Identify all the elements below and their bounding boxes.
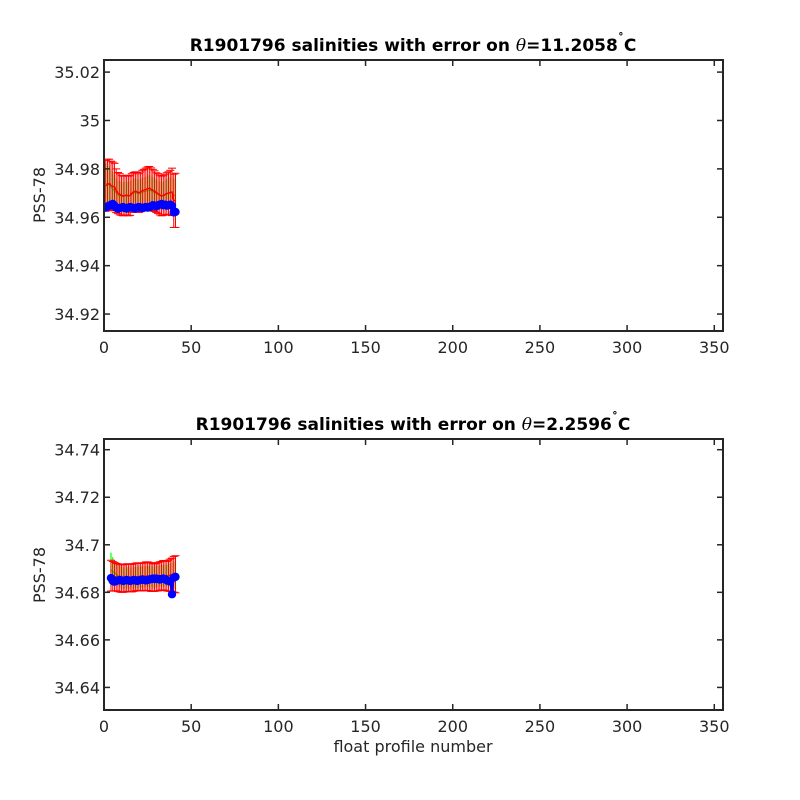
bottom-panel-axes-box [103,438,724,711]
top-panel-xtick-label: 0 [99,338,109,357]
top-panel-ytick-label: 35.02 [54,63,100,82]
bottom-panel-title: R1901796 salinities with error on θ=2.25… [196,410,631,435]
top-panel-ytick-label: 35 [80,111,100,130]
bottom-panel-plot-area: 0 50 100 150 200 250 300 350 34.64 34.66 34.68 34.7… [54,438,730,736]
top-panel-blue-point [167,201,177,210]
top-panel-ytick-label: 34.92 [54,305,100,324]
bottom-panel-xtick-label: 50 [181,717,201,736]
bottom-panel-xtick-label: 150 [350,717,381,736]
top-panel-blue-point [171,207,180,217]
bottom-panel-xtick-label: 250 [525,717,556,736]
bottom-panel-ytick-label: 34.74 [54,441,100,460]
bottom-panel-data-layer [106,552,180,599]
bottom-panel: R1901796 salinities with error on θ=2.25… [30,410,730,756]
bottom-panel-ytick-label: 34.72 [54,488,100,507]
top-panel-xtick-label: 150 [350,338,381,357]
top-panel-axes-box [103,59,724,332]
bottom-panel-xtick-label: 200 [437,717,468,736]
top-panel-xtick-label: 300 [612,338,643,357]
bottom-panel-xlabel: float profile number [333,737,493,756]
bottom-panel-xtick-label: 350 [699,717,730,736]
top-panel-data-layer [104,158,180,228]
top-panel-xtick-label: 250 [525,338,556,357]
top-panel-ytick-label: 34.98 [54,160,100,179]
bottom-panel-blue-point [171,572,180,582]
bottom-panel-xtick-label: 300 [612,717,643,736]
bottom-panel-ytick-label: 34.68 [54,583,100,602]
bottom-panel-ytick-label: 34.7 [64,536,100,555]
top-panel-plot-area: 0 50 100 150 200 250 300 350 34.92 34.94 34.96 34.9… [54,59,730,357]
bottom-panel-ytick-label: 34.66 [54,631,100,650]
bottom-panel-xtick-label: 100 [263,717,294,736]
top-panel: R1901796 salinities with error on θ=11.2… [30,31,730,357]
top-panel-red-line [105,182,176,202]
top-panel-ylabel: PSS-78 [30,167,49,223]
top-panel-ytick-label: 34.96 [54,208,100,227]
top-panel-xtick-label: 200 [437,338,468,357]
bottom-panel-ylabel: PSS-78 [30,547,49,603]
top-panel-xtick-label: 100 [263,338,294,357]
bottom-panel-xtick-label: 0 [99,717,109,736]
top-panel-xtick-label: 350 [699,338,730,357]
bottom-panel-ytick-label: 34.64 [54,678,100,697]
top-panel-xtick-label: 50 [181,338,201,357]
top-panel-title: R1901796 salinities with error on θ=11.2… [190,31,637,56]
top-panel-ytick-label: 34.94 [54,257,100,276]
bottom-panel-blue-point [167,590,177,599]
